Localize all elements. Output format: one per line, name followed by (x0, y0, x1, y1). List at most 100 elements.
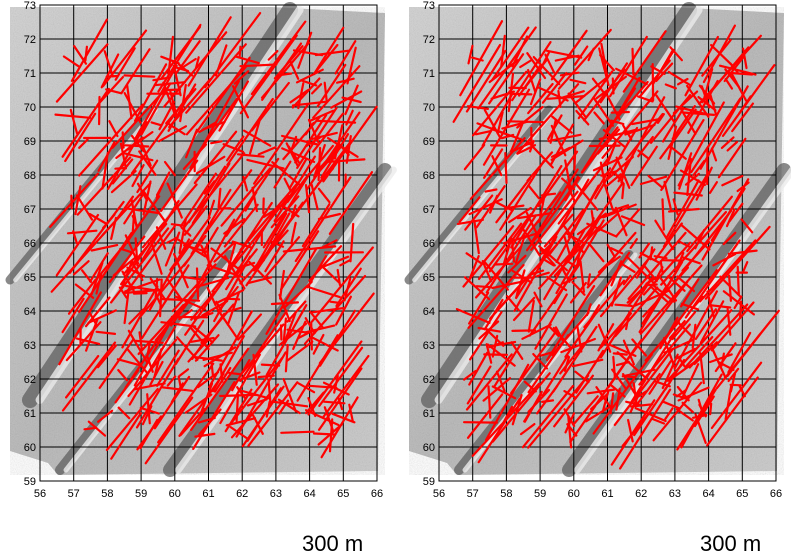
lineament (74, 185, 82, 216)
lineament (174, 236, 207, 258)
lineament (140, 264, 190, 340)
lineament (724, 77, 734, 90)
lineament (533, 291, 543, 308)
lineament (194, 56, 251, 135)
y-tick-label: 60 (24, 442, 36, 454)
lineament (202, 351, 233, 361)
right-scale-label: 300 m (700, 531, 761, 554)
lineament (124, 207, 161, 215)
lineament (586, 273, 592, 286)
lineament (235, 351, 287, 438)
lineament (195, 267, 200, 300)
lineament (462, 225, 515, 288)
lineament (95, 330, 117, 335)
lineament (64, 355, 100, 399)
lineament (538, 228, 594, 290)
lineament (231, 85, 250, 119)
lineament (103, 50, 114, 78)
lineament (273, 160, 292, 189)
lineament (167, 83, 197, 132)
x-tick-label: 56 (433, 488, 445, 500)
x-tick-label: 59 (534, 488, 546, 500)
lineament (579, 260, 586, 293)
lineament (465, 252, 483, 265)
lineament (246, 276, 273, 285)
y-tick-label: 65 (423, 272, 435, 284)
lineament (80, 269, 93, 283)
lineament (156, 349, 180, 387)
lineament (270, 195, 300, 229)
lineament (197, 371, 220, 389)
lineament (587, 47, 595, 62)
lineament (637, 149, 651, 160)
lineament (625, 400, 641, 406)
lineament (214, 44, 228, 77)
lineament (547, 133, 582, 143)
map-frame (39, 4, 378, 482)
lineament (633, 289, 670, 307)
lineament (131, 164, 145, 188)
lineament (149, 239, 163, 275)
x-tick-label: 63 (669, 488, 681, 500)
lineament (120, 48, 151, 94)
lineament (330, 90, 363, 109)
x-tick-label: 58 (101, 488, 113, 500)
lineament (227, 371, 243, 376)
lineament (64, 112, 97, 163)
lineament (667, 207, 700, 213)
lineament (620, 215, 646, 227)
lineament (548, 191, 562, 208)
lineament (219, 353, 261, 425)
lineament (223, 203, 259, 248)
y-tick-label: 61 (24, 408, 36, 420)
lineament (320, 264, 341, 284)
lineament (217, 285, 239, 313)
lineament (513, 235, 558, 312)
lineament (532, 353, 549, 370)
lineament (290, 135, 298, 151)
lineament (615, 360, 631, 367)
lineament (267, 49, 279, 61)
lineament (240, 323, 285, 376)
lineament (634, 373, 661, 408)
lineament (176, 336, 199, 361)
lineament (166, 375, 177, 387)
lineament (688, 303, 749, 369)
lineament (477, 222, 523, 280)
lineament (349, 222, 355, 263)
lineament (61, 297, 85, 334)
lineament (529, 78, 542, 106)
lineament (679, 169, 707, 186)
lineament (594, 126, 639, 200)
lineament-overlay (452, 20, 780, 470)
lineament (642, 241, 692, 296)
lineament (90, 261, 104, 296)
lineament (614, 286, 659, 338)
lineament (527, 184, 540, 200)
y-tick-label: 61 (423, 408, 435, 420)
lineament (610, 247, 624, 255)
lineament (483, 260, 509, 291)
lineament (634, 407, 667, 423)
lineament (174, 295, 207, 311)
lineament (288, 157, 308, 190)
lineament (339, 259, 351, 267)
lineament (677, 101, 725, 187)
lineament (96, 75, 125, 106)
lineament (482, 88, 531, 166)
lineament (652, 381, 703, 442)
lineament (516, 83, 580, 155)
lineament (341, 96, 362, 104)
lineament (237, 313, 262, 341)
lineament (544, 53, 556, 74)
y-tick-label: 67 (423, 204, 435, 216)
lineament (226, 97, 274, 166)
lineament (61, 341, 117, 412)
lineament (710, 147, 718, 162)
lineament (211, 230, 262, 293)
lineament (701, 46, 750, 104)
lineament (545, 285, 596, 362)
lineament (538, 245, 569, 272)
lineament (317, 212, 342, 221)
lineament (727, 331, 752, 374)
